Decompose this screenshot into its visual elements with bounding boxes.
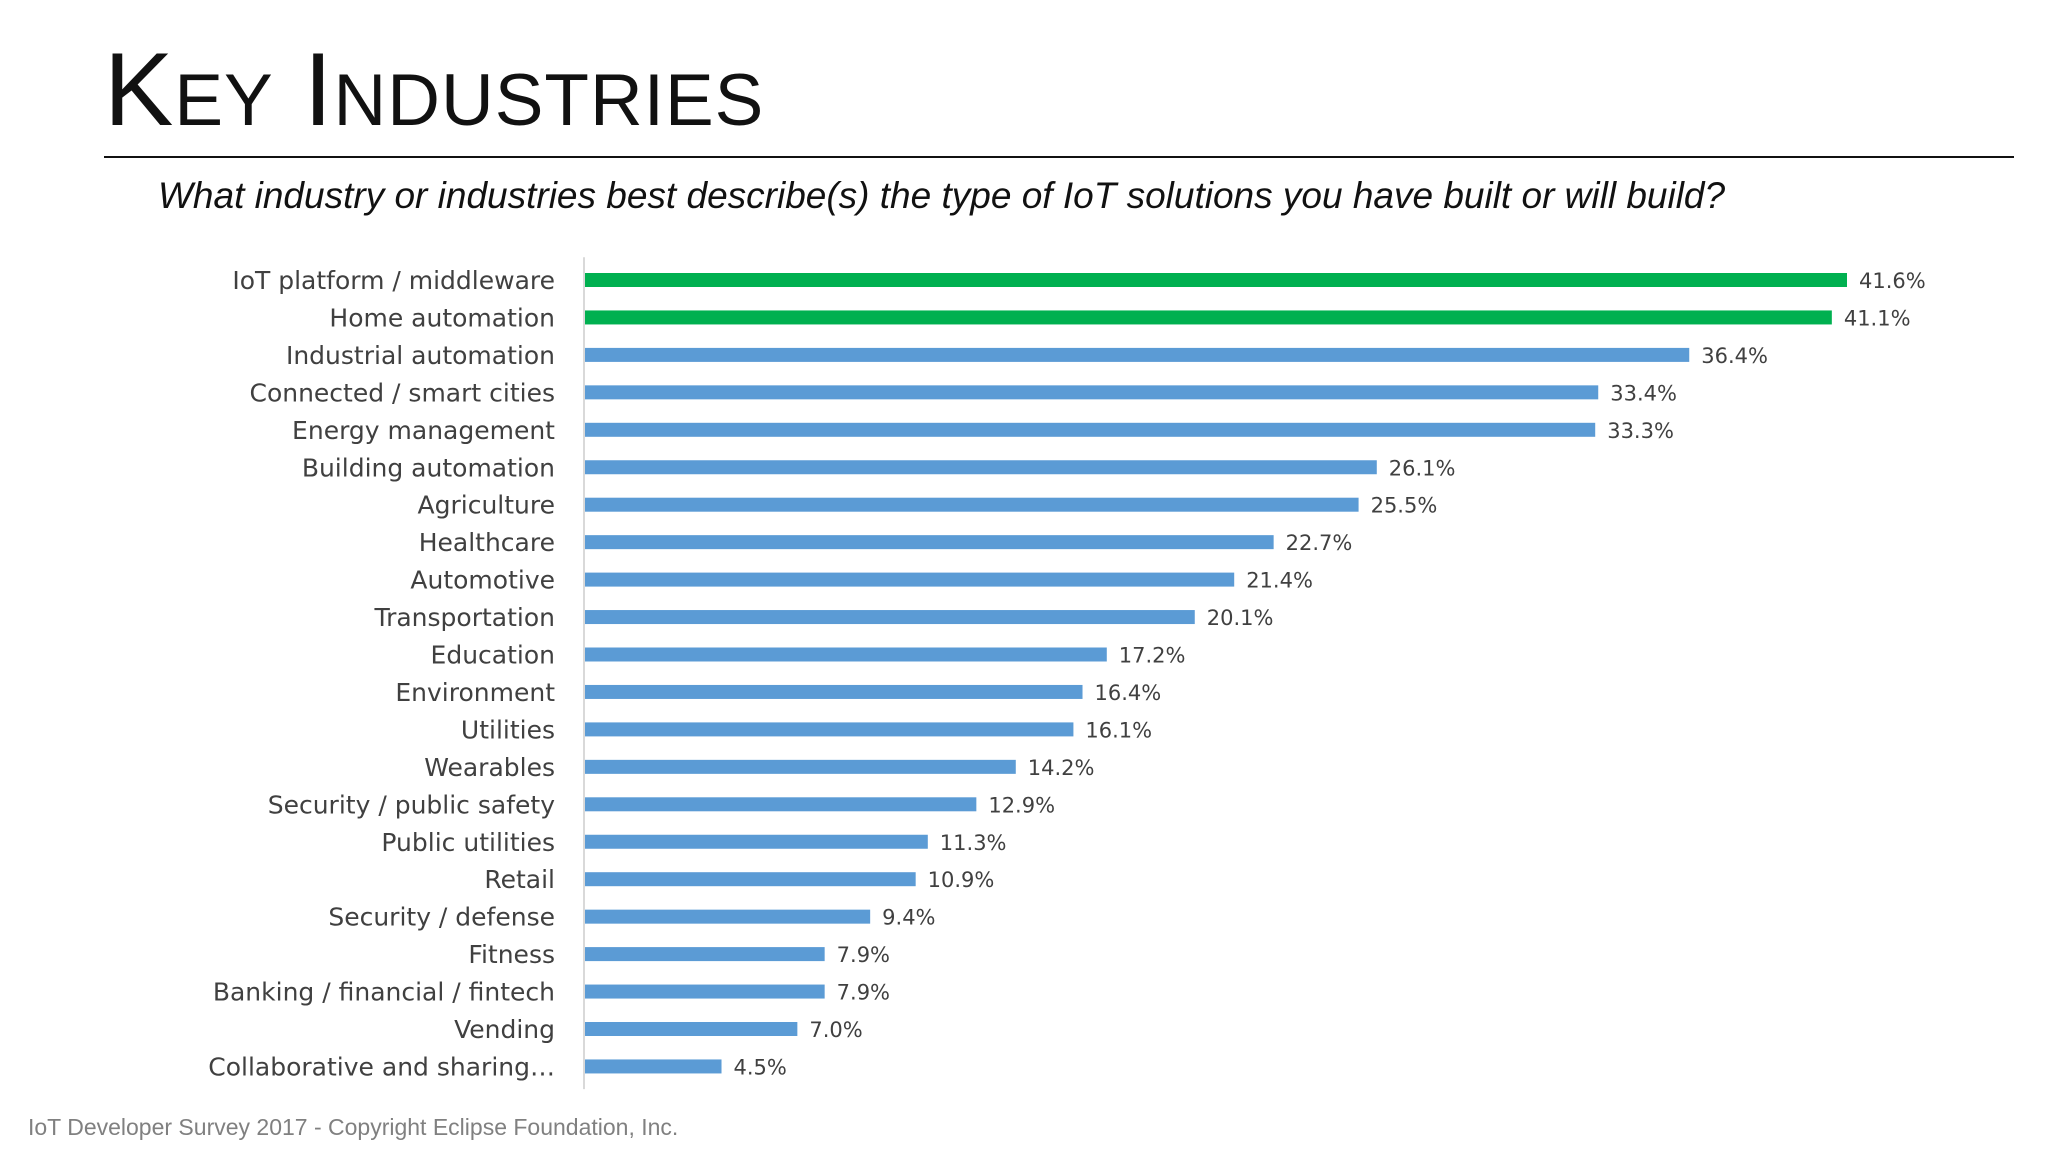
data-label: 33.3% [1607,419,1674,443]
category-label: Industrial automation [286,341,555,370]
bar [585,834,928,849]
bar-row: Connected / smart cities 33.4% [249,378,1676,407]
bar-row: IoT platform / middleware 41.6% [232,266,1925,295]
category-label: Wearables [424,753,555,782]
data-label: 10.9% [928,868,995,892]
data-label: 9.4% [882,906,935,930]
bar [585,872,916,887]
data-label: 20.1% [1207,606,1274,630]
category-label: Public utilities [381,828,555,857]
category-label: Environment [395,678,555,707]
category-label: Automotive [410,566,555,595]
category-label: Fitness [468,940,555,969]
bar-row: Home automation 41.1% [329,303,1910,332]
bar-row: Transportation 20.1% [373,603,1273,632]
data-label: 41.6% [1859,269,1926,293]
category-label: Energy management [292,416,555,445]
category-label: Collaborative and sharing… [208,1052,555,1081]
category-label: Banking / financial / fintech [213,978,555,1007]
bar-row: Automotive 21.4% [410,566,1313,595]
category-label: Retail [484,865,555,894]
data-label: 26.1% [1389,456,1456,480]
bar [585,385,1599,400]
data-label: 33.4% [1610,381,1677,405]
bar-row: Public utilities 11.3% [381,828,1006,857]
chart-question: What industry or industries best describ… [158,175,1726,216]
bar [585,610,1195,625]
category-label: Education [431,641,555,670]
data-label: 7.0% [809,1018,862,1042]
data-label: 41.1% [1844,306,1911,330]
category-label: Vending [454,1015,555,1044]
bar-row: Security / public safety 12.9% [268,790,1055,819]
data-label: 16.4% [1095,681,1162,705]
slide-title: Key Industries [104,32,765,148]
bar [585,572,1235,587]
bar [585,535,1274,550]
data-label: 22.7% [1286,531,1353,555]
data-label: 12.9% [988,793,1055,817]
data-label: 17.2% [1119,644,1186,668]
category-label: Transportation [373,603,555,632]
bar-row: Retail 10.9% [484,865,994,894]
data-label: 14.2% [1028,756,1095,780]
category-label: IoT platform / middleware [232,266,555,295]
category-label: Security / public safety [268,790,555,819]
bar-row: Fitness 7.9% [468,940,890,969]
bar-row: Environment 16.4% [395,678,1161,707]
bar [585,422,1596,437]
bar-row: Agriculture 25.5% [418,491,1438,520]
bar-chart: IoT platform / middleware 41.6% Home autom… [208,257,1926,1090]
category-label: Healthcare [419,528,555,557]
data-label: 36.4% [1701,344,1768,368]
bar [585,497,1359,512]
bar-row: Collaborative and sharing… 4.5% [208,1052,787,1081]
bar [585,1059,722,1074]
bar [585,1022,798,1036]
bar-row: Energy management 33.3% [292,416,1674,445]
bar [585,797,977,812]
bar [585,460,1377,475]
title-rule [104,156,2014,158]
bar-row: Utilities 16.1% [461,715,1152,744]
bar [585,684,1083,699]
data-label: 7.9% [837,943,890,967]
bar [585,759,1016,774]
highlighted-bar [585,310,1832,325]
data-label: 4.5% [734,1055,787,1079]
bar-row: Industrial automation 36.4% [286,341,1768,370]
data-label: 7.9% [837,981,890,1005]
data-label: 25.5% [1371,494,1438,518]
category-label: Connected / smart cities [249,378,555,407]
bar [585,909,871,924]
data-label: 11.3% [940,831,1007,855]
bar-row: Banking / financial / fintech 7.9% [213,978,890,1007]
data-label: 21.4% [1246,569,1313,593]
bar-row: Healthcare 22.7% [419,528,1353,557]
bar-row: Security / defense 9.4% [328,903,935,932]
category-label: Security / defense [328,903,555,932]
highlighted-bar [585,273,1847,287]
category-label: Building automation [302,453,555,482]
bar [585,947,825,962]
bar-row: Education 17.2% [431,641,1186,670]
category-label: Agriculture [418,491,556,520]
category-label: Utilities [461,715,555,744]
category-label: Home automation [329,303,555,332]
bar [585,347,1690,362]
bar-row: Vending 7.0% [454,1015,863,1044]
footer-copyright: IoT Developer Survey 2017 - Copyright Ec… [28,1114,679,1140]
bar [585,647,1107,662]
bar [585,984,825,999]
bar-row: Wearables 14.2% [424,753,1094,782]
bar-row: Building automation 26.1% [302,453,1456,482]
data-label: 16.1% [1085,718,1152,742]
bar [585,722,1074,737]
